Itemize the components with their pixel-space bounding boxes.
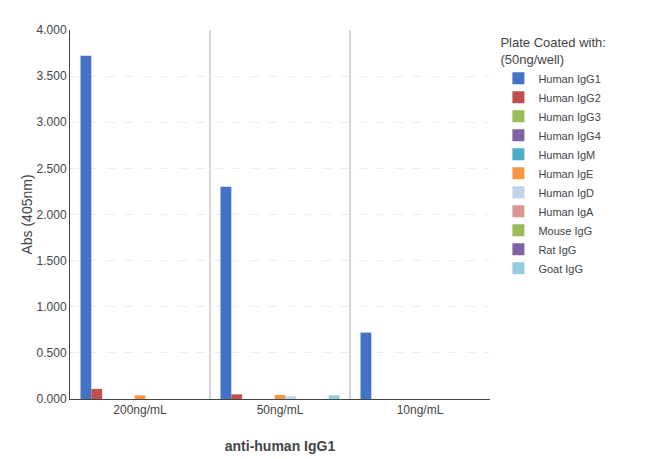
svg-text:50ng/mL: 50ng/mL (257, 403, 304, 417)
svg-text:Rat IgG: Rat IgG (538, 244, 576, 256)
svg-text:anti-human IgG1: anti-human IgG1 (225, 438, 336, 454)
svg-text:Abs (405nm): Abs (405nm) (19, 174, 35, 254)
svg-text:2.000: 2.000 (37, 208, 67, 222)
svg-text:Human IgE: Human IgE (538, 168, 593, 180)
svg-text:Human IgA: Human IgA (538, 206, 594, 218)
svg-text:1.000: 1.000 (37, 300, 67, 314)
svg-text:3.000: 3.000 (37, 115, 67, 129)
svg-text:4.000: 4.000 (37, 23, 67, 37)
svg-text:200ng/mL: 200ng/mL (113, 403, 167, 417)
svg-text:Human IgM: Human IgM (538, 149, 595, 161)
svg-text:Plate Coated with:(50ng/well): Plate Coated with:(50ng/well) (500, 35, 606, 67)
svg-text:Human IgG2: Human IgG2 (538, 92, 600, 104)
svg-text:10ng/mL: 10ng/mL (397, 403, 444, 417)
svg-text:0.000: 0.000 (37, 392, 67, 406)
svg-text:Human IgG4: Human IgG4 (538, 130, 600, 142)
svg-text:Mouse IgG: Mouse IgG (538, 225, 592, 237)
svg-text:3.500: 3.500 (37, 69, 67, 83)
svg-text:Human IgG1: Human IgG1 (538, 73, 600, 85)
svg-text:0.500: 0.500 (37, 346, 67, 360)
svg-text:2.500: 2.500 (37, 162, 67, 176)
svg-text:Goat IgG: Goat IgG (538, 263, 583, 275)
svg-text:Human IgD: Human IgD (538, 187, 594, 199)
svg-text:1.500: 1.500 (37, 254, 67, 268)
svg-text:Human IgG3: Human IgG3 (538, 111, 600, 123)
